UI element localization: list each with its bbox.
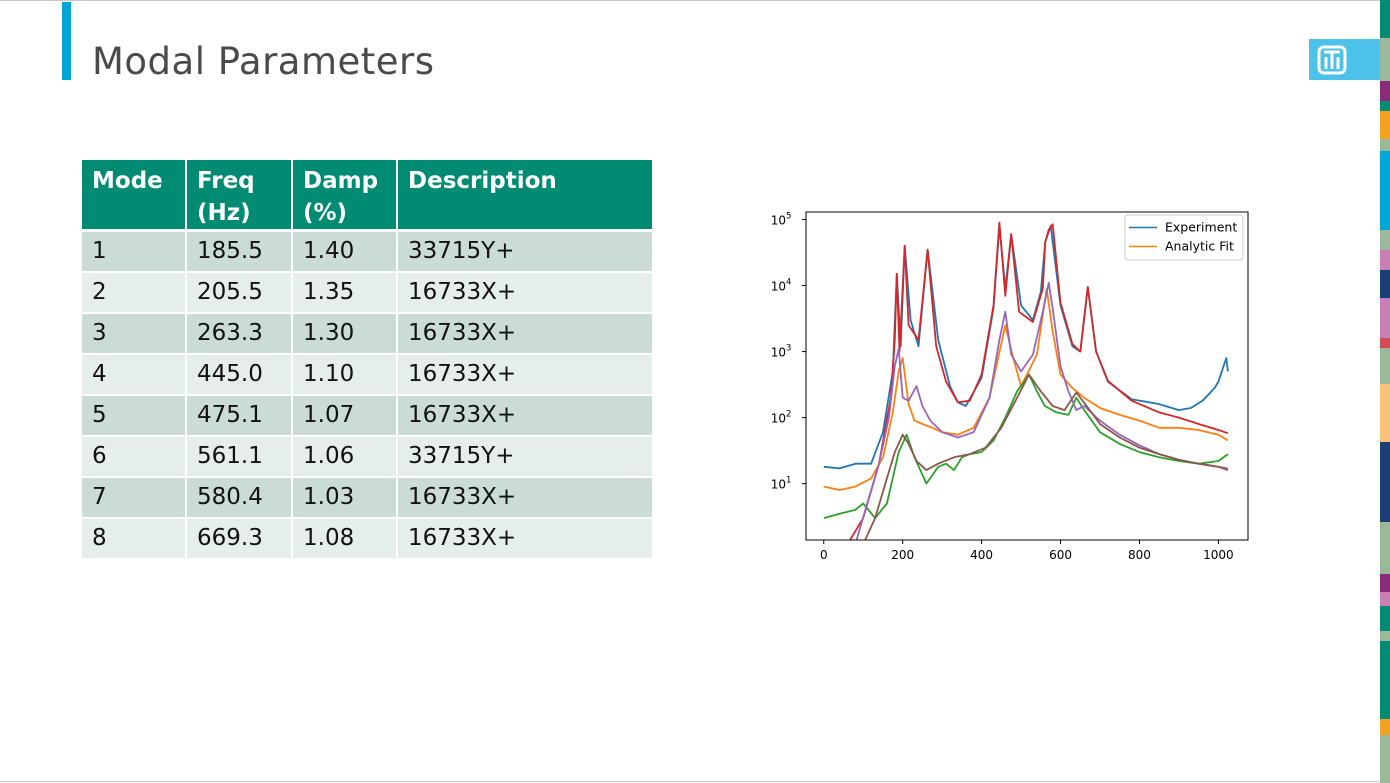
header-damp: Damp (%) <box>292 160 398 232</box>
plot-frame <box>805 211 1249 541</box>
header-freq: Freq (Hz) <box>186 160 293 232</box>
series-line-6 <box>864 373 1229 540</box>
series-line-5 <box>855 281 1229 540</box>
x-tick-label: 0 <box>820 548 828 562</box>
y-tick-exponent: 3 <box>786 344 791 354</box>
cell-freq: 263.3 <box>186 313 293 355</box>
table-row: 6 561.1 1.06 33715Y+ <box>82 436 652 478</box>
cell-description: 33715Y+ <box>397 436 652 478</box>
cell-mode: 1 <box>82 230 187 273</box>
cell-freq: 669.3 <box>186 518 293 560</box>
series-line-4 <box>848 221 1229 540</box>
cell-damp: 1.35 <box>292 272 398 314</box>
y-tick-label: 10 <box>771 346 786 360</box>
cell-freq: 561.1 <box>186 436 293 478</box>
cell-freq: 475.1 <box>186 395 293 437</box>
series-line-2 <box>823 287 1229 491</box>
cell-description: 33715Y+ <box>397 230 652 273</box>
x-tick-label: 400 <box>970 548 993 562</box>
cell-mode: 5 <box>82 395 187 437</box>
cell-description: 16733X+ <box>397 477 652 519</box>
page-title: Modal Parameters <box>92 40 435 83</box>
cell-mode: 2 <box>82 272 187 314</box>
y-tick-label: 10 <box>771 214 786 228</box>
table-row: 8 669.3 1.08 16733X+ <box>82 518 652 560</box>
cell-damp: 1.06 <box>292 436 398 478</box>
y-tick-label: 10 <box>771 280 786 294</box>
top-border <box>0 0 1390 1</box>
header-mode: Mode <box>82 160 187 232</box>
legend-label-analytic-fit: Analytic Fit <box>1165 239 1234 254</box>
table-row: 5 475.1 1.07 16733X+ <box>82 395 652 437</box>
x-tick-label: 1000 <box>1203 548 1234 562</box>
cell-description: 16733X+ <box>397 518 652 560</box>
table-row: 1 185.5 1.40 33715Y+ <box>82 230 652 273</box>
x-tick-label: 600 <box>1049 548 1072 562</box>
cell-freq: 205.5 <box>186 272 293 314</box>
table-header-row: Mode Freq (Hz) Damp (%) Description <box>82 160 652 232</box>
cell-freq: 580.4 <box>186 477 293 519</box>
table-row: 2 205.5 1.35 16733X+ <box>82 272 652 314</box>
table-row: 7 580.4 1.03 16733X+ <box>82 477 652 519</box>
y-tick-exponent: 1 <box>786 476 791 486</box>
legend-label-experiment: Experiment <box>1165 220 1237 235</box>
cell-description: 16733X+ <box>397 313 652 355</box>
y-tick-exponent: 4 <box>786 278 791 288</box>
cell-mode: 4 <box>82 354 187 396</box>
cell-freq: 445.0 <box>186 354 293 396</box>
cell-damp: 1.08 <box>292 518 398 560</box>
cell-damp: 1.03 <box>292 477 398 519</box>
cell-damp: 1.30 <box>292 313 398 355</box>
y-tick-exponent: 5 <box>786 212 791 222</box>
cell-freq: 185.5 <box>186 230 293 273</box>
cell-mode: 8 <box>82 518 187 560</box>
y-tick-label: 10 <box>771 412 786 426</box>
y-tick-exponent: 2 <box>786 410 791 420</box>
decorative-color-stripe <box>1380 0 1390 783</box>
cell-damp: 1.40 <box>292 230 398 273</box>
bottom-border <box>0 781 1390 782</box>
y-tick-label: 10 <box>771 478 786 492</box>
header-description: Description <box>397 160 652 232</box>
cell-mode: 7 <box>82 477 187 519</box>
cell-description: 16733X+ <box>397 272 652 314</box>
table-row: 3 263.3 1.30 16733X+ <box>82 313 652 355</box>
x-tick-label: 200 <box>891 548 914 562</box>
cell-mode: 3 <box>82 313 187 355</box>
modal-parameters-table: Mode Freq (Hz) Damp (%) Description 1 185.… <box>82 160 652 560</box>
cell-description: 16733X+ <box>397 395 652 437</box>
cell-mode: 6 <box>82 436 187 478</box>
sandia-thunderbird-icon <box>1309 39 1381 80</box>
cell-damp: 1.07 <box>292 395 398 437</box>
table-row: 4 445.0 1.10 16733X+ <box>82 354 652 396</box>
title-accent-bar <box>62 2 71 80</box>
chart-legend: Experiment Analytic Fit <box>1124 214 1244 261</box>
x-tick-label: 800 <box>1128 548 1151 562</box>
cell-damp: 1.10 <box>292 354 398 396</box>
cell-description: 16733X+ <box>397 354 652 396</box>
